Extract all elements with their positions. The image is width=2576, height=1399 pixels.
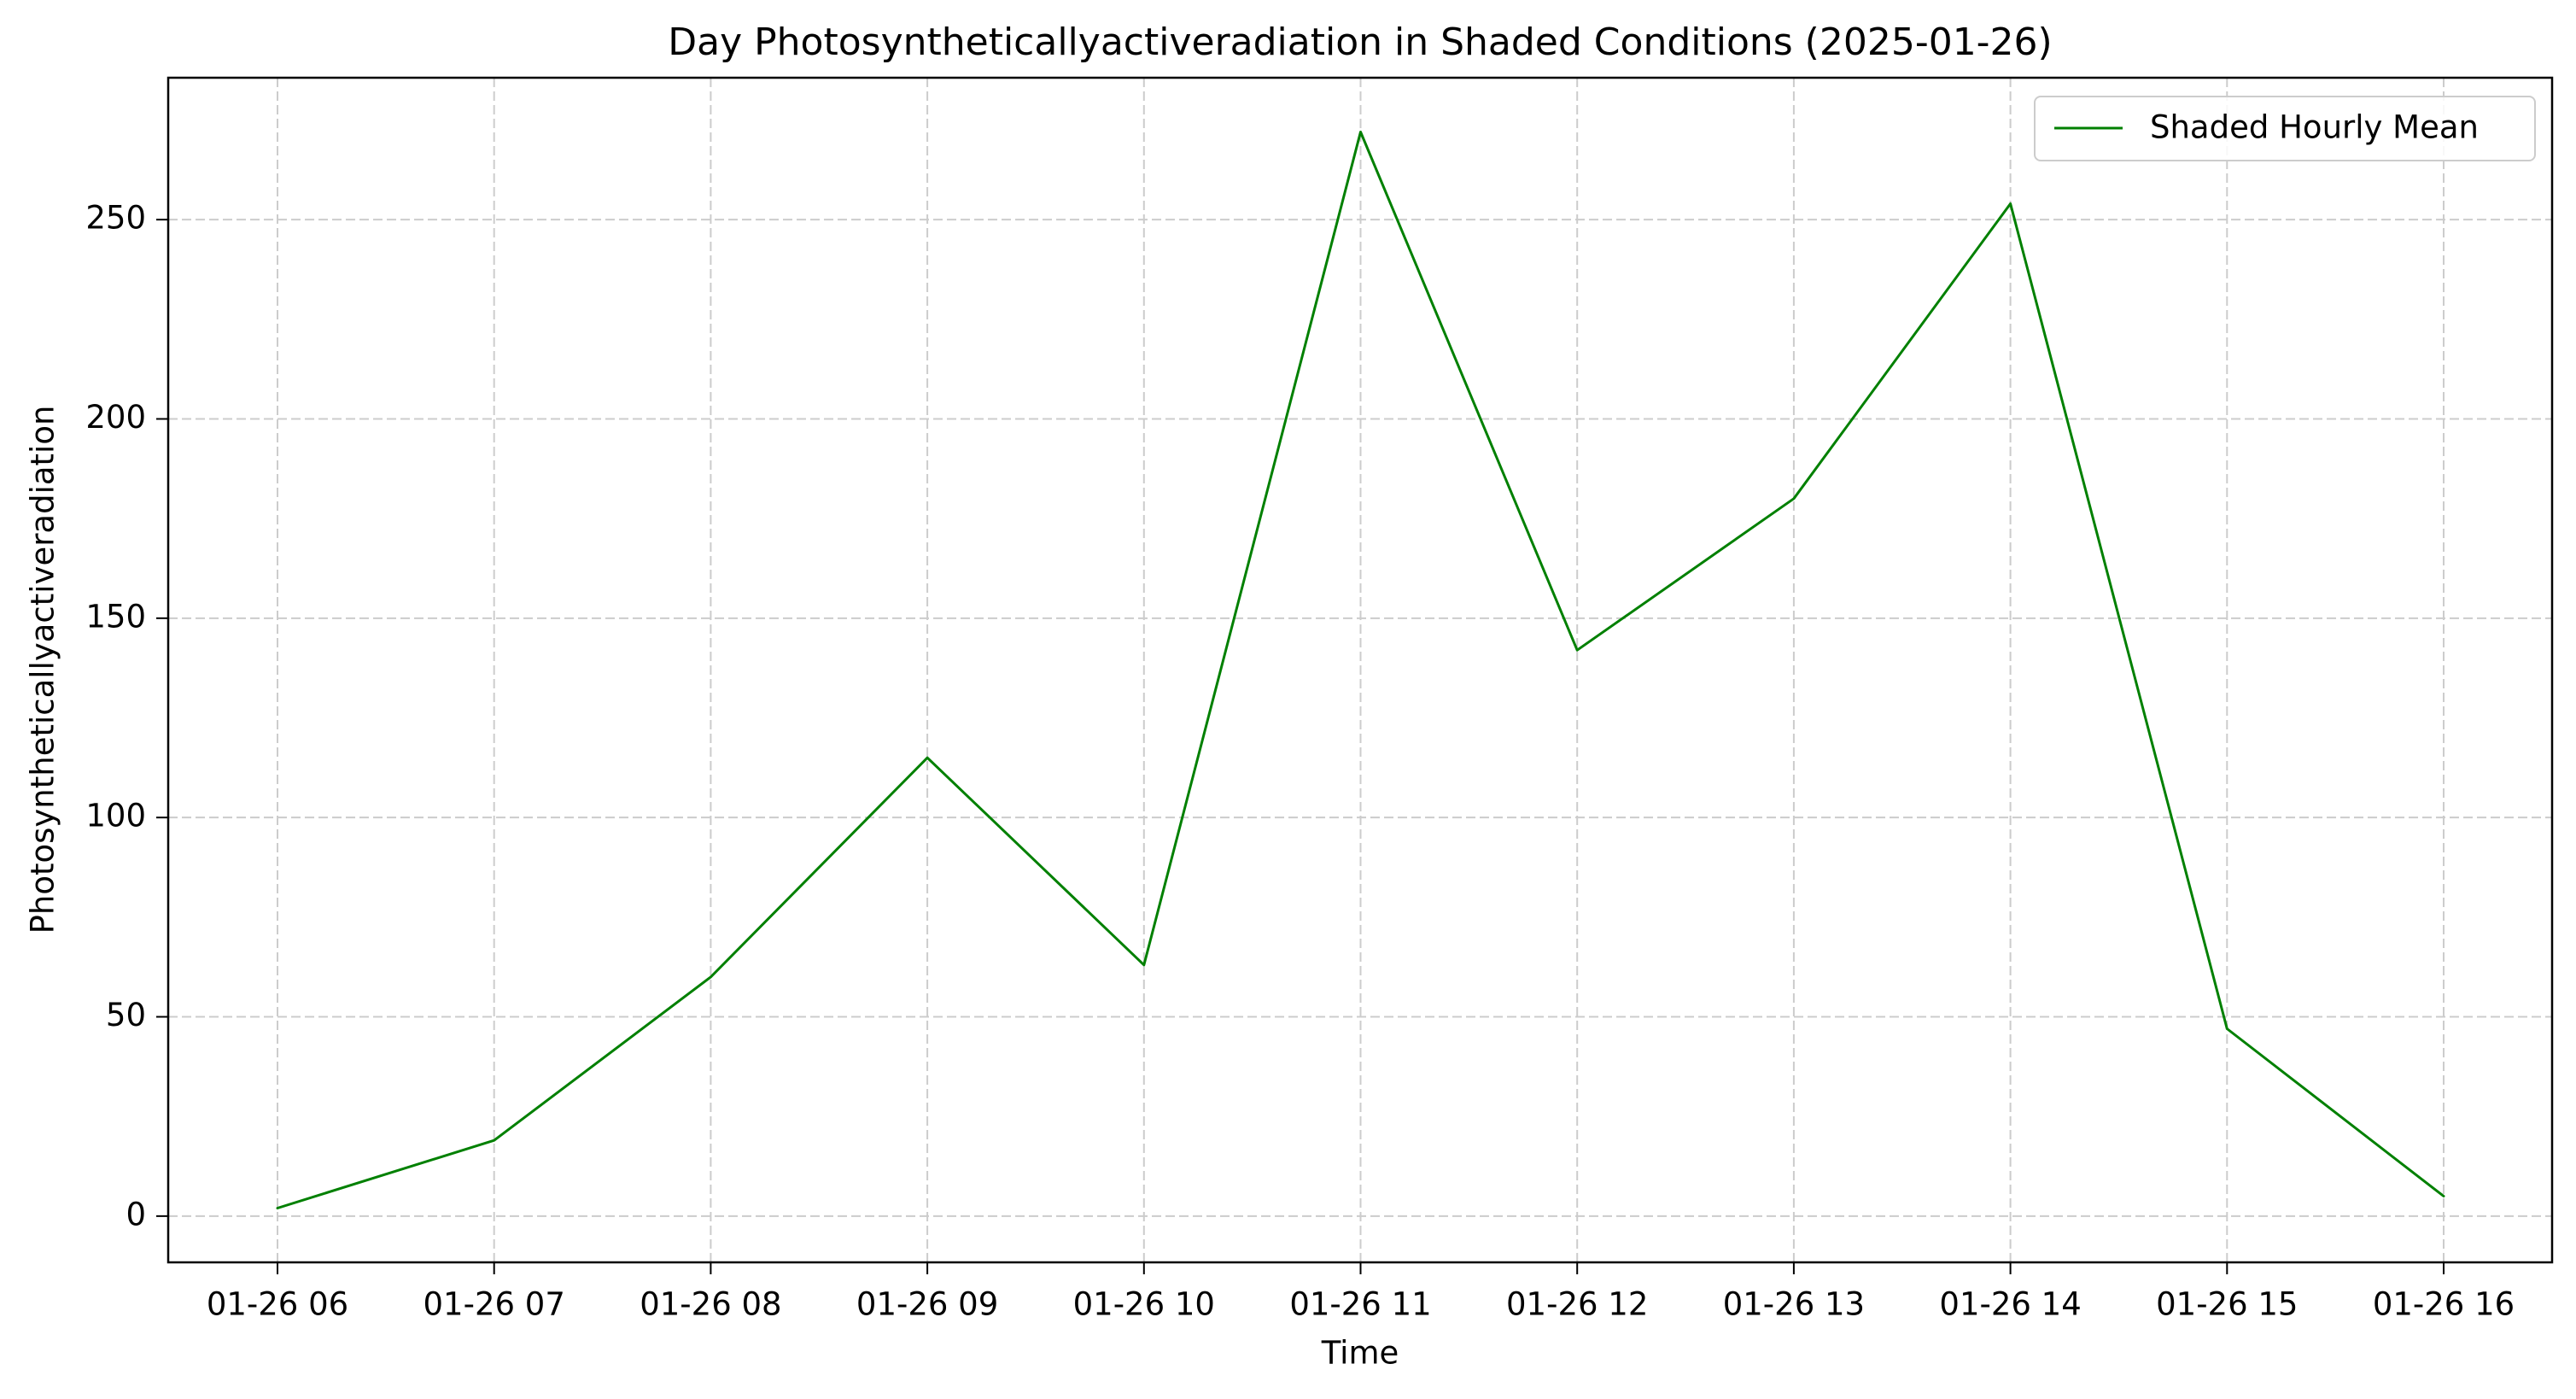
x-tick-label: 01-26 12 — [1506, 1286, 1648, 1323]
y-axis: 0 50 100 150 200 250 — [85, 200, 168, 1232]
legend-label: Shaded Hourly Mean — [2150, 109, 2479, 146]
y-tick-label: 100 — [85, 798, 146, 834]
legend: Shaded Hourly Mean — [2034, 96, 2536, 161]
grid-layer — [168, 78, 2552, 1262]
y-tick-label: 50 — [106, 997, 146, 1033]
y-tick-label: 250 — [85, 200, 146, 237]
series-line — [276, 131, 2445, 1209]
legend-box — [2034, 96, 2536, 161]
x-axis-label: Time — [1321, 1335, 1399, 1372]
y-tick-label: 150 — [85, 598, 146, 635]
chart-title: Day Photosyntheticallyactiveradiation in… — [668, 20, 2052, 64]
x-tick-label: 01-26 07 — [423, 1286, 565, 1323]
x-axis: 01-26 06 01-26 07 01-26 08 01-26 09 01-26 10… — [207, 1262, 2515, 1323]
x-tick-label: 01-26 08 — [640, 1286, 781, 1323]
y-axis-label: Photosyntheticallyactiveradiation — [25, 406, 61, 934]
y-tick-label: 200 — [85, 399, 146, 436]
series-layer — [276, 131, 2445, 1209]
x-tick-label: 01-26 09 — [856, 1286, 998, 1323]
x-tick-label: 01-26 11 — [1289, 1286, 1431, 1323]
y-tick-label: 0 — [126, 1196, 146, 1232]
x-tick-label: 01-26 15 — [2156, 1286, 2298, 1323]
x-tick-label: 01-26 13 — [1723, 1286, 1865, 1323]
x-tick-label: 01-26 16 — [2373, 1286, 2515, 1323]
x-tick-label: 01-26 06 — [207, 1286, 348, 1323]
x-tick-label: 01-26 10 — [1073, 1286, 1215, 1323]
x-tick-label: 01-26 14 — [1939, 1286, 2081, 1323]
